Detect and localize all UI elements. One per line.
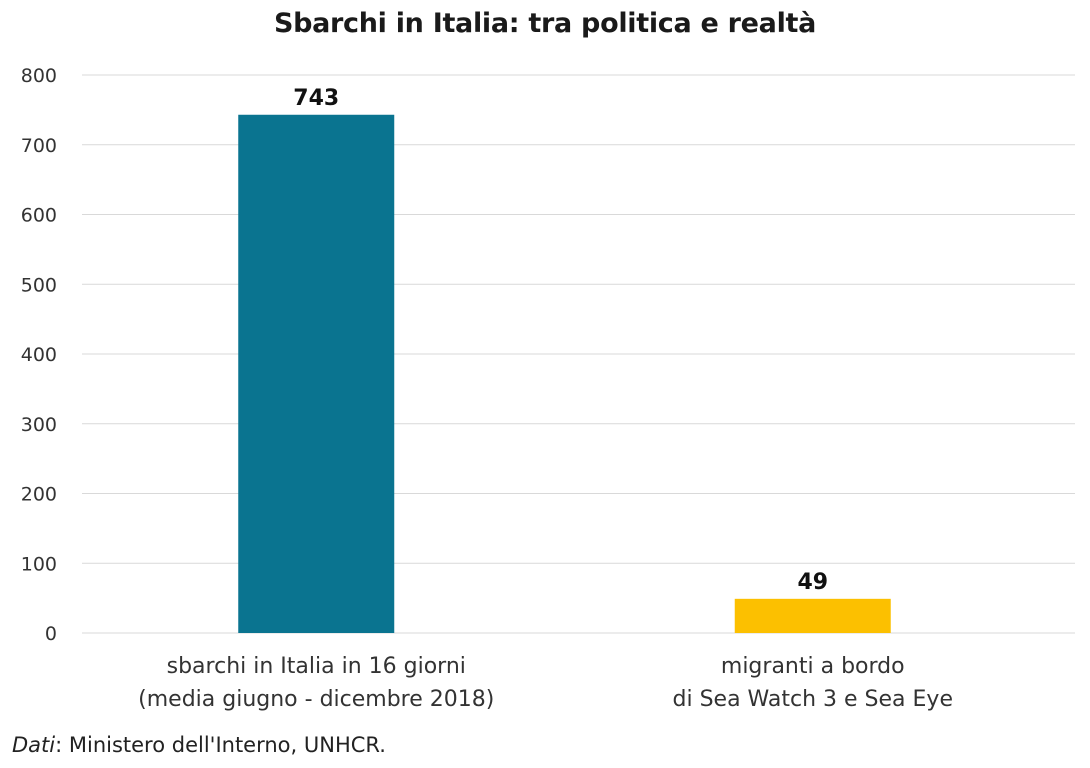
y-tick-label: 800 [21,65,57,87]
data-label: 49 [797,570,828,595]
y-tick-label: 100 [21,553,57,575]
source-prefix: Dati [12,733,56,757]
x-axis-category-labels: sbarchi in Italia in 16 giorni (media giu… [138,654,953,712]
gridlines [82,74,1075,634]
y-tick-label: 400 [21,344,57,366]
category-label: sbarchi in Italia in 16 giorni [167,654,466,679]
y-tick-label: 500 [21,274,57,296]
category-label: di Sea Watch 3 e Sea Eye [673,687,953,712]
data-labels: 743 49 [293,86,828,595]
bar-chart: 0 100 200 300 400 500 600 700 800 743 49 sbarchi … [21,65,1075,712]
category-label: migranti a bordo [721,654,905,679]
y-tick-label: 700 [21,135,57,157]
y-axis-tick-labels: 0 100 200 300 400 500 600 700 800 [21,65,57,645]
bar-1 [238,114,395,633]
y-tick-label: 200 [21,484,57,506]
data-label: 743 [293,86,339,111]
bar-2 [734,598,891,633]
y-tick-label: 600 [21,205,57,227]
y-tick-label: 300 [21,414,57,436]
source-text: : Ministero dell'Interno, UNHCR. [55,733,386,757]
bars [238,114,891,633]
y-tick-label: 0 [45,623,57,645]
source-note: Dati: Ministero dell'Interno, UNHCR. [12,733,386,757]
category-label: (media giugno - dicembre 2018) [138,687,494,712]
chart-title: Sbarchi in Italia: tra politica e realtà [273,8,817,39]
